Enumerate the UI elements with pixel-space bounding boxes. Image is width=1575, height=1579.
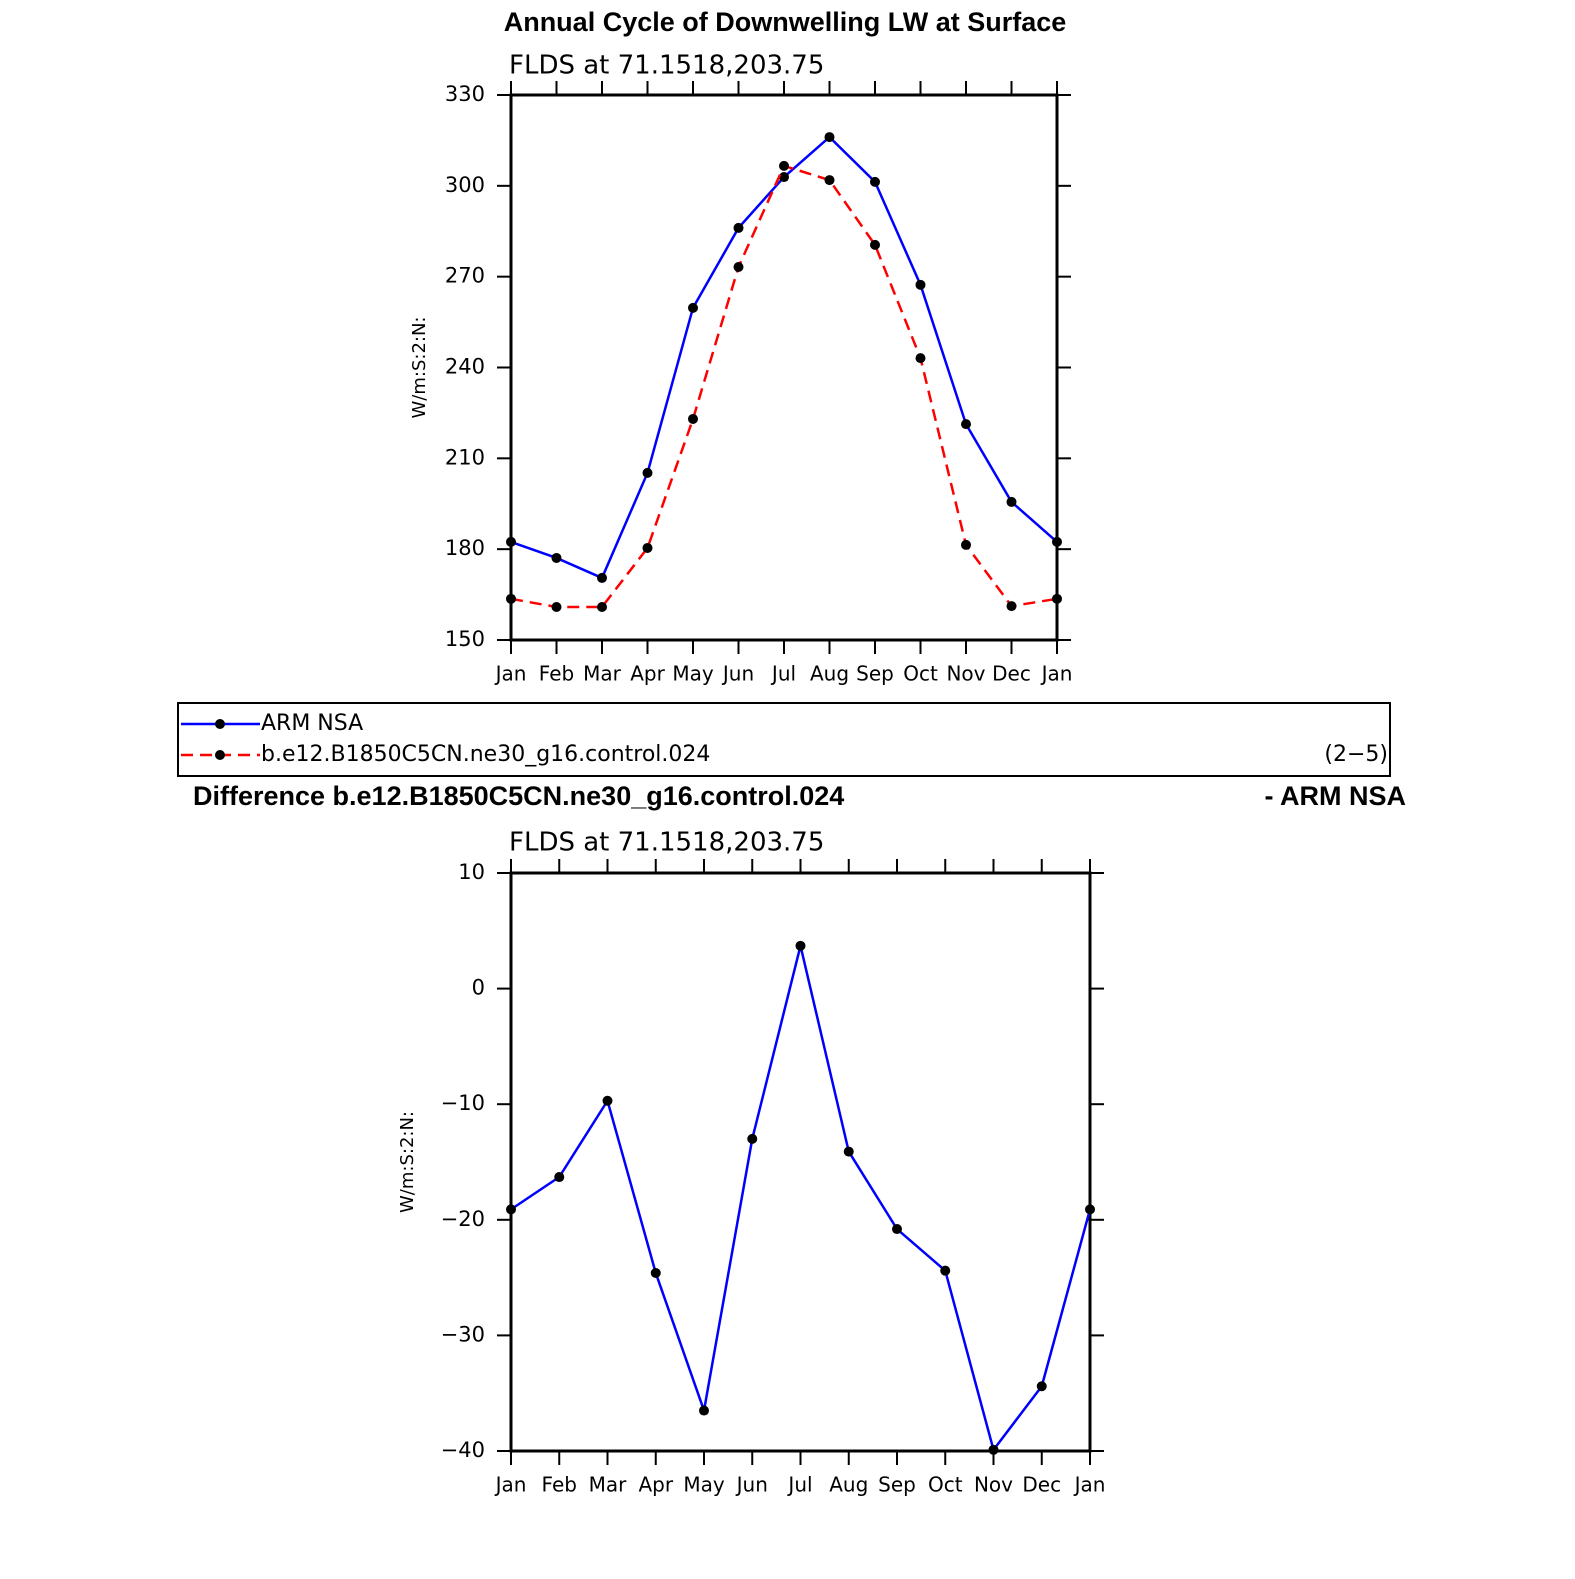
y-tick-label: 10 bbox=[458, 860, 485, 884]
data-point bbox=[733, 222, 744, 233]
data-point bbox=[1036, 1381, 1047, 1392]
x-tick-label: Mar bbox=[589, 1473, 628, 1497]
y-tick-label: −10 bbox=[441, 1091, 485, 1115]
data-point bbox=[597, 601, 607, 612]
y-tick-label: −40 bbox=[441, 1438, 485, 1462]
data-point bbox=[506, 1204, 516, 1215]
x-tick-label: Jul bbox=[770, 662, 796, 686]
data-point bbox=[699, 1405, 709, 1416]
data-point bbox=[1006, 496, 1017, 507]
y-tick-label: 270 bbox=[445, 264, 485, 288]
x-tick-label: May bbox=[683, 1473, 725, 1497]
data-point bbox=[733, 261, 744, 272]
chart-title: Difference b.e12.B1850C5CN.ne30_g16.cont… bbox=[193, 781, 844, 811]
x-tick-label: Nov bbox=[974, 1473, 1013, 1497]
data-point bbox=[779, 172, 789, 183]
x-tick-label: Jul bbox=[786, 1473, 812, 1497]
x-tick-label: Oct bbox=[903, 662, 938, 686]
legend-marker bbox=[215, 719, 225, 729]
x-tick-label: Aug bbox=[829, 1473, 868, 1497]
chart-title: Annual Cycle of Downwelling LW at Surfac… bbox=[504, 7, 1067, 37]
x-tick-label: Feb bbox=[539, 662, 574, 686]
x-tick-label: Sep bbox=[878, 1473, 916, 1497]
y-tick-label: 180 bbox=[445, 536, 485, 560]
x-tick-label: Jun bbox=[721, 662, 754, 686]
x-tick-label: Dec bbox=[1022, 1473, 1061, 1497]
data-point bbox=[747, 1133, 758, 1144]
chart-subtitle: FLDS at 71.1518,203.75 bbox=[509, 51, 824, 81]
data-point bbox=[551, 601, 562, 612]
x-tick-label: Oct bbox=[928, 1473, 963, 1497]
data-point bbox=[870, 239, 880, 250]
data-point bbox=[506, 593, 516, 604]
x-tick-label: May bbox=[672, 662, 714, 686]
x-tick-label: Jan bbox=[494, 1473, 527, 1497]
x-tick-label: Sep bbox=[856, 662, 894, 686]
chart-title-right: - ARM NSA bbox=[1265, 781, 1407, 811]
y-tick-label: −30 bbox=[441, 1322, 485, 1346]
x-tick-label: Jun bbox=[735, 1473, 768, 1497]
y-tick-label: 150 bbox=[445, 627, 485, 651]
data-point bbox=[915, 279, 926, 290]
y-tick-label: 210 bbox=[445, 445, 485, 469]
data-point bbox=[642, 467, 653, 478]
legend-box bbox=[177, 702, 1391, 777]
data-point bbox=[779, 160, 789, 171]
data-point bbox=[988, 1444, 999, 1455]
data-point bbox=[870, 176, 880, 187]
data-point bbox=[1052, 593, 1062, 604]
data-point bbox=[597, 572, 607, 583]
data-point bbox=[1006, 601, 1017, 612]
y-axis-label: W/m:S:2:N: bbox=[409, 317, 430, 419]
x-tick-label: Nov bbox=[946, 662, 985, 686]
y-tick-label: −20 bbox=[441, 1207, 485, 1231]
x-tick-label: Dec bbox=[992, 662, 1031, 686]
x-tick-label: Jan bbox=[1040, 662, 1073, 686]
data-point bbox=[795, 940, 806, 951]
chart-subtitle: FLDS at 71.1518,203.75 bbox=[509, 828, 824, 858]
data-point bbox=[824, 175, 835, 186]
x-tick-label: Jan bbox=[494, 662, 527, 686]
x-tick-label: Jan bbox=[1073, 1473, 1106, 1497]
x-tick-label: Aug bbox=[810, 662, 849, 686]
data-point bbox=[551, 552, 562, 563]
data-point bbox=[843, 1146, 854, 1157]
series-line bbox=[510, 945, 1092, 1453]
legend-note: (2−5) bbox=[1324, 742, 1388, 767]
data-point bbox=[961, 539, 971, 550]
x-tick-label: Feb bbox=[542, 1473, 577, 1497]
x-tick-label: Apr bbox=[638, 1473, 673, 1497]
series-line bbox=[510, 164, 1058, 609]
data-point bbox=[602, 1095, 613, 1106]
data-point bbox=[915, 353, 926, 364]
data-point bbox=[892, 1224, 902, 1235]
data-point bbox=[506, 536, 516, 547]
y-tick-label: 300 bbox=[445, 173, 485, 197]
x-tick-label: Apr bbox=[630, 662, 665, 686]
y-tick-label: 240 bbox=[445, 355, 485, 379]
data-point bbox=[1085, 1204, 1095, 1215]
legend-label: b.e12.B1850C5CN.ne30_g16.control.024 bbox=[261, 742, 710, 767]
plot-frame bbox=[509, 871, 1092, 1453]
data-point bbox=[688, 302, 698, 313]
data-point bbox=[688, 413, 698, 424]
y-tick-label: 0 bbox=[472, 976, 485, 1000]
data-point bbox=[554, 1172, 565, 1183]
y-axis-label: W/m:S:2:N: bbox=[397, 1111, 418, 1213]
data-point bbox=[1052, 536, 1062, 547]
data-point bbox=[961, 419, 971, 430]
data-point bbox=[650, 1267, 661, 1278]
x-tick-label: Mar bbox=[583, 662, 622, 686]
data-point bbox=[824, 132, 835, 143]
data-point bbox=[940, 1265, 951, 1276]
data-point bbox=[642, 542, 653, 553]
y-tick-label: 330 bbox=[445, 82, 485, 106]
series-line bbox=[510, 135, 1058, 580]
legend-label: ARM NSA bbox=[261, 711, 363, 736]
legend-marker bbox=[215, 750, 225, 760]
